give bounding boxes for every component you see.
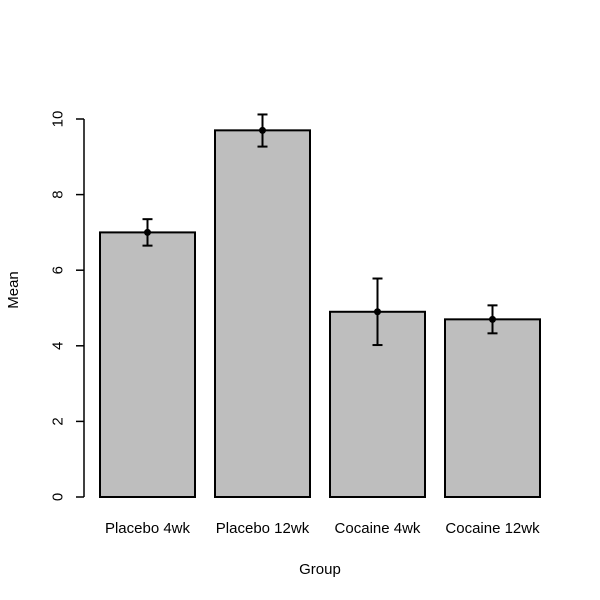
y-axis: 0 2 4 6 8 10 [50,111,85,501]
x-tick-label: Placebo 12wk [216,520,310,537]
x-tick-label: Cocaine 4wk [335,520,421,537]
y-tick-label: 6 [50,266,67,274]
error-bars [142,113,498,347]
y-tick-label: 4 [50,342,67,350]
y-tick-label: 2 [50,417,67,425]
bar [444,318,541,498]
y-tick-label: 10 [50,111,67,128]
error-bar [257,113,268,148]
bars [99,129,541,498]
x-tick-label: Cocaine 12wk [445,520,540,537]
y-tick-label: 0 [50,493,67,501]
x-axis-label: Group [299,561,341,578]
y-axis-label: Mean [5,271,22,309]
mean-point [374,308,381,316]
error-bar [372,277,383,347]
error-bar [487,304,498,335]
mean-point [489,315,496,323]
bar [99,231,196,498]
mean-point [144,228,151,236]
mean-point [259,126,266,134]
x-tick-labels: Placebo 4wk Placebo 12wk Cocaine 4wk Cocain… [105,520,540,537]
error-bar [142,218,153,247]
x-tick-label: Placebo 4wk [105,520,191,537]
bar [214,129,311,498]
y-tick-label: 8 [50,190,67,198]
